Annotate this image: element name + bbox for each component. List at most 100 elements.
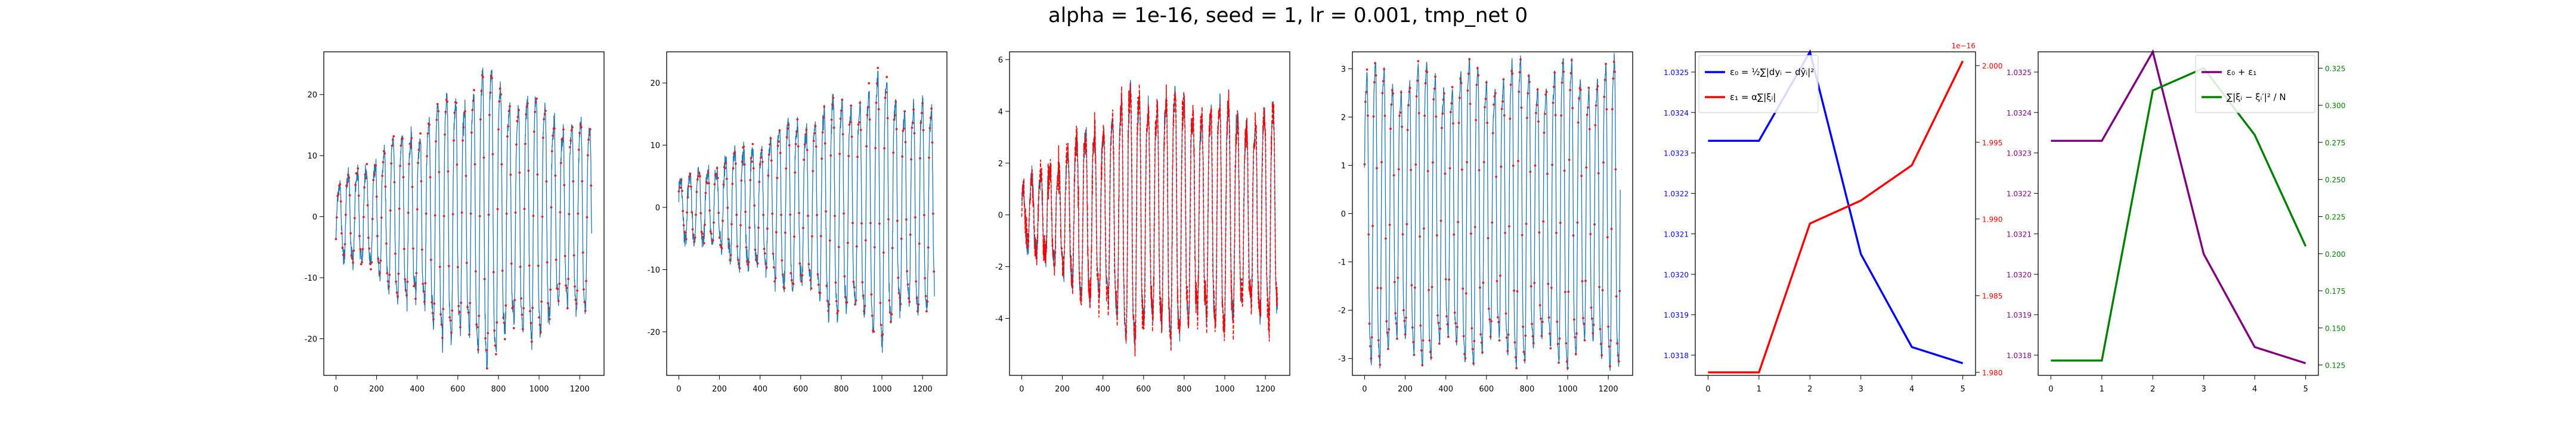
series-left-line bbox=[2051, 49, 2306, 365]
data-point bbox=[498, 100, 501, 103]
data-point bbox=[771, 212, 773, 215]
x-tick-label: 800 bbox=[834, 385, 849, 394]
data-point bbox=[1543, 131, 1546, 134]
data-point bbox=[490, 74, 493, 77]
x-tick-label: 3 bbox=[1859, 385, 1863, 394]
data-point bbox=[371, 217, 374, 220]
data-point bbox=[846, 301, 849, 304]
data-point bbox=[347, 173, 349, 176]
data-point bbox=[729, 254, 732, 256]
data-point bbox=[1502, 78, 1505, 81]
data-point bbox=[444, 133, 446, 136]
data-point bbox=[856, 156, 859, 158]
data-point bbox=[534, 110, 537, 113]
data-point bbox=[1484, 105, 1487, 108]
data-point bbox=[1577, 121, 1580, 124]
data-point bbox=[798, 262, 801, 265]
data-point bbox=[775, 231, 778, 234]
data-point bbox=[772, 253, 775, 255]
data-point bbox=[390, 162, 392, 165]
data-point bbox=[455, 101, 457, 104]
data-point bbox=[570, 129, 573, 132]
data-point bbox=[1387, 347, 1389, 350]
data-point bbox=[1592, 324, 1595, 327]
data-point bbox=[789, 213, 791, 216]
data-point bbox=[467, 311, 470, 314]
x-tick-label: 0 bbox=[1019, 385, 1024, 394]
data-point bbox=[865, 145, 868, 148]
data-point bbox=[1441, 126, 1443, 129]
data-point bbox=[1494, 92, 1497, 95]
data-point bbox=[804, 133, 807, 136]
data-point bbox=[1585, 166, 1588, 169]
data-point bbox=[476, 326, 479, 328]
data-point bbox=[877, 67, 880, 69]
data-point bbox=[790, 279, 793, 282]
x-tick-label: 200 bbox=[1055, 385, 1070, 394]
data-point bbox=[862, 294, 865, 297]
data-point bbox=[1598, 285, 1601, 288]
data-point bbox=[766, 227, 769, 230]
data-point bbox=[923, 214, 925, 216]
data-point bbox=[1493, 95, 1496, 98]
data-point bbox=[1505, 336, 1508, 339]
data-point bbox=[863, 310, 865, 313]
data-point bbox=[464, 110, 466, 113]
data-point bbox=[745, 246, 748, 248]
data-point bbox=[1510, 70, 1513, 73]
data-point bbox=[1549, 347, 1552, 350]
data-point bbox=[1368, 322, 1371, 325]
left-tick-label: 1.0325 bbox=[2007, 69, 2032, 77]
data-point bbox=[1544, 93, 1547, 96]
data-point bbox=[428, 123, 431, 126]
y-tick-label: 20 bbox=[650, 79, 660, 88]
data-point bbox=[1513, 341, 1516, 344]
data-point bbox=[880, 324, 883, 327]
data-point bbox=[680, 179, 683, 181]
data-point bbox=[843, 275, 846, 278]
data-point bbox=[1470, 232, 1472, 235]
data-point bbox=[482, 156, 485, 159]
data-point bbox=[812, 139, 815, 142]
data-point bbox=[881, 333, 884, 336]
data-point bbox=[1531, 335, 1534, 338]
data-point bbox=[894, 101, 897, 103]
left-tick-label: 1.0318 bbox=[1664, 352, 1689, 360]
data-point bbox=[512, 327, 515, 329]
data-point bbox=[1506, 350, 1509, 352]
data-point bbox=[764, 262, 767, 265]
data-point bbox=[1493, 103, 1495, 106]
data-point bbox=[1551, 163, 1554, 166]
data-point bbox=[908, 297, 910, 300]
data-point bbox=[1501, 100, 1504, 103]
data-point bbox=[710, 232, 713, 235]
data-point bbox=[458, 310, 461, 313]
data-point bbox=[797, 145, 800, 148]
data-point bbox=[1574, 353, 1577, 356]
data-point bbox=[500, 163, 503, 166]
data-point bbox=[405, 294, 408, 297]
legend: ε₀ + ε₁ ∑|ξᵢ − ξᵢ′|² / N bbox=[2195, 55, 2315, 113]
data-point bbox=[1457, 122, 1460, 125]
data-point bbox=[343, 254, 345, 257]
data-point bbox=[531, 306, 534, 309]
data-point bbox=[429, 259, 432, 261]
data-point bbox=[933, 270, 936, 273]
data-point bbox=[462, 139, 464, 142]
data-point bbox=[447, 170, 450, 173]
series-line-2 bbox=[1021, 83, 1278, 357]
data-point bbox=[1463, 353, 1466, 355]
data-point bbox=[438, 171, 441, 173]
data-point bbox=[761, 160, 764, 163]
data-point bbox=[776, 176, 779, 179]
data-point bbox=[374, 164, 377, 167]
series-right-line bbox=[2051, 67, 2307, 362]
data-point bbox=[413, 285, 416, 288]
data-point bbox=[686, 196, 689, 199]
data-point bbox=[893, 119, 896, 121]
data-point bbox=[779, 151, 782, 154]
data-point bbox=[690, 185, 692, 188]
data-point bbox=[521, 328, 524, 331]
data-point bbox=[1413, 353, 1416, 356]
data-point bbox=[1457, 220, 1460, 223]
